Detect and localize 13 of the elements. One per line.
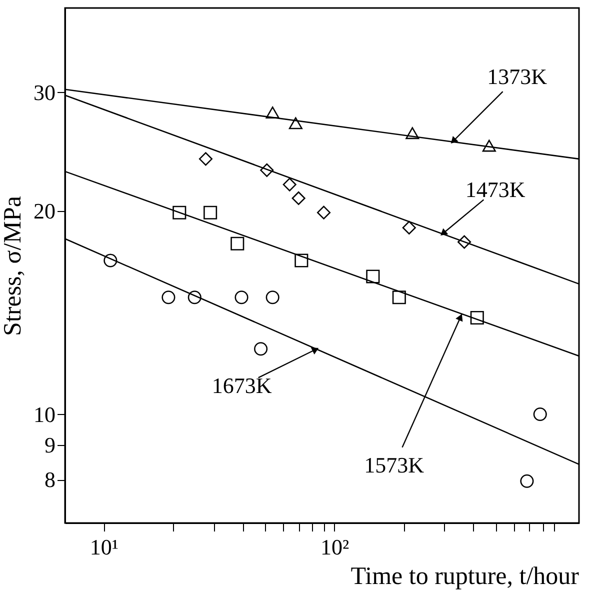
annotation: 1373K — [487, 64, 548, 90]
y-tick-label: 10 — [34, 402, 56, 427]
y-tick-label: 30 — [34, 80, 56, 105]
annotation: 1473K — [465, 176, 526, 202]
y-axis-title: Stress, σ/MPa — [0, 196, 26, 336]
annotation: 1573K — [364, 452, 424, 478]
annotation: 1673K — [212, 372, 272, 398]
y-tick-label: 9 — [44, 432, 56, 458]
y-tick-label: 8 — [44, 467, 56, 492]
y-tick-label: 20 — [34, 198, 56, 224]
x-tick-label: 10¹ — [90, 534, 118, 560]
x-tick-label: 10² — [320, 534, 350, 560]
x-axis-title: Time to rupture, t/hour — [350, 563, 580, 590]
